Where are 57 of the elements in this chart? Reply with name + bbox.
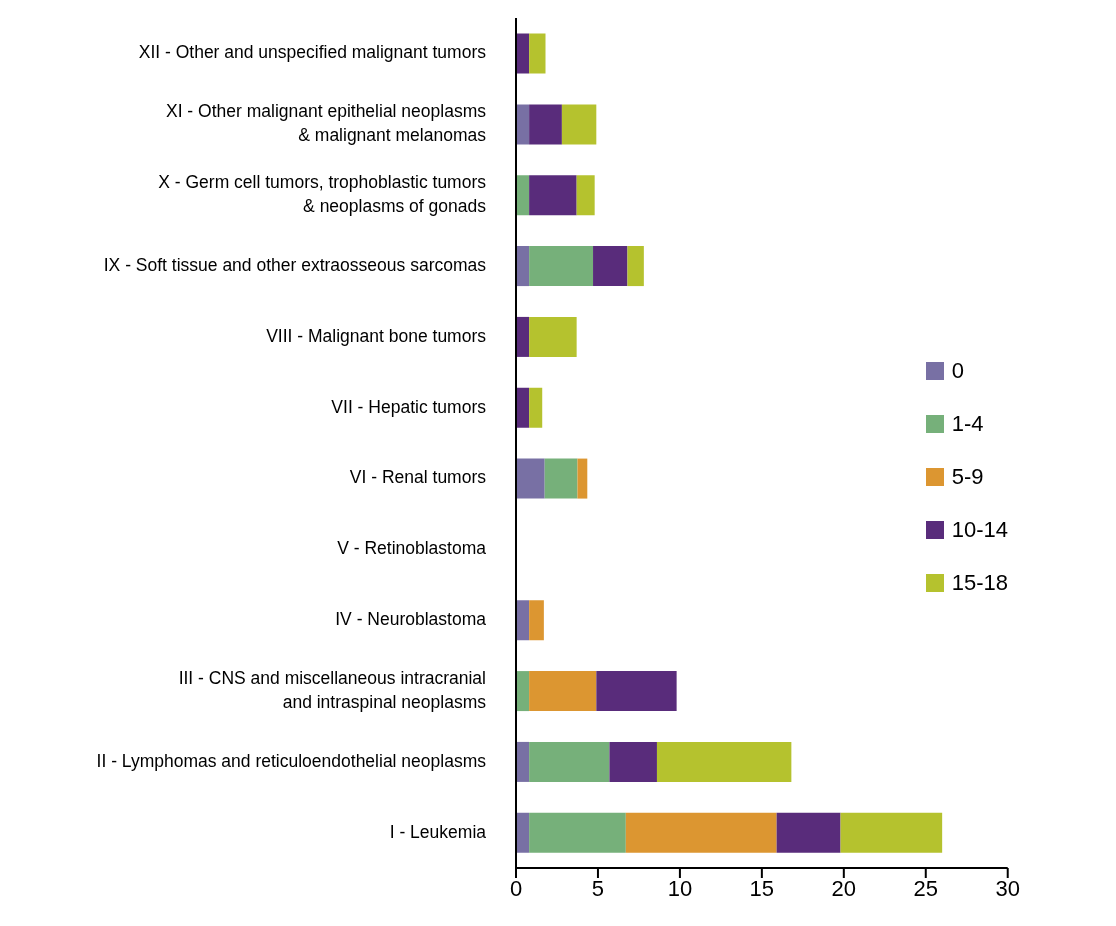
bar bbox=[516, 671, 530, 712]
bar bbox=[516, 812, 530, 853]
y-tick-label: I - Leukemia bbox=[389, 821, 487, 842]
bar bbox=[529, 175, 577, 216]
bar bbox=[561, 104, 597, 145]
y-tick-label: VI - Renal tumors bbox=[349, 467, 487, 488]
bar bbox=[516, 387, 530, 428]
x-tick-label: 30 bbox=[995, 875, 1020, 901]
bar bbox=[529, 246, 594, 287]
bar bbox=[529, 387, 543, 428]
y-tick-label: VIII - Malignant bone tumors bbox=[266, 325, 487, 346]
bar bbox=[577, 458, 588, 499]
bar bbox=[625, 812, 777, 853]
legend-label: 10-14 bbox=[951, 516, 1008, 543]
bar bbox=[516, 104, 530, 145]
x-tick-label: 5 bbox=[591, 875, 605, 901]
bar bbox=[529, 316, 577, 357]
bar bbox=[529, 741, 610, 782]
y-tick-label: V - Retinoblastoma bbox=[337, 537, 487, 558]
bar bbox=[529, 671, 597, 712]
bar bbox=[576, 175, 595, 216]
x-tick-label: 10 bbox=[667, 875, 693, 901]
bar bbox=[516, 33, 530, 74]
bar bbox=[516, 741, 530, 782]
y-tick-label: II - Lymphomas and reticuloendothelial neoplasms bbox=[96, 750, 487, 771]
bar bbox=[840, 812, 943, 853]
legend-label: 0 bbox=[951, 357, 964, 384]
y-tick-label: VII - Hepatic tumors bbox=[331, 396, 487, 417]
x-tick-label: 25 bbox=[913, 875, 939, 901]
bar bbox=[776, 812, 841, 853]
bar bbox=[529, 104, 562, 145]
y-tick-label: X - Germ cell tumors, trophoblastic tumors & neoplasms of gonads bbox=[158, 171, 487, 216]
y-tick-label: XII - Other and unspecified malignant tumors bbox=[138, 42, 487, 63]
x-tick-label: 20 bbox=[831, 875, 857, 901]
bar bbox=[529, 600, 544, 641]
bar bbox=[627, 246, 644, 287]
bar bbox=[516, 175, 530, 216]
bar bbox=[516, 600, 530, 641]
bar bbox=[516, 458, 545, 499]
x-tick-label: 0 bbox=[509, 875, 523, 901]
bar bbox=[656, 741, 792, 782]
bar bbox=[516, 316, 530, 357]
legend-label: 15-18 bbox=[951, 569, 1008, 596]
y-tick-label: IV - Neuroblastoma bbox=[335, 608, 487, 629]
y-tick-label: IX - Soft tissue and other extraosseous sarcomas bbox=[103, 254, 487, 275]
bar bbox=[596, 671, 677, 712]
x-tick-label: 15 bbox=[749, 875, 775, 901]
legend-label: 5-9 bbox=[951, 463, 984, 490]
y-tick-label: XI - Other malignant epithelial neoplasms & malignant melanomas bbox=[165, 100, 487, 145]
legend-label: 1-4 bbox=[951, 410, 984, 437]
y-tick-label: III - CNS and miscellaneous intracranial and intraspinal neoplasms bbox=[178, 667, 487, 712]
bar bbox=[609, 741, 657, 782]
bar bbox=[529, 812, 626, 853]
bar bbox=[593, 246, 628, 287]
bar bbox=[529, 33, 546, 74]
bar bbox=[516, 246, 530, 287]
bar bbox=[544, 458, 578, 499]
